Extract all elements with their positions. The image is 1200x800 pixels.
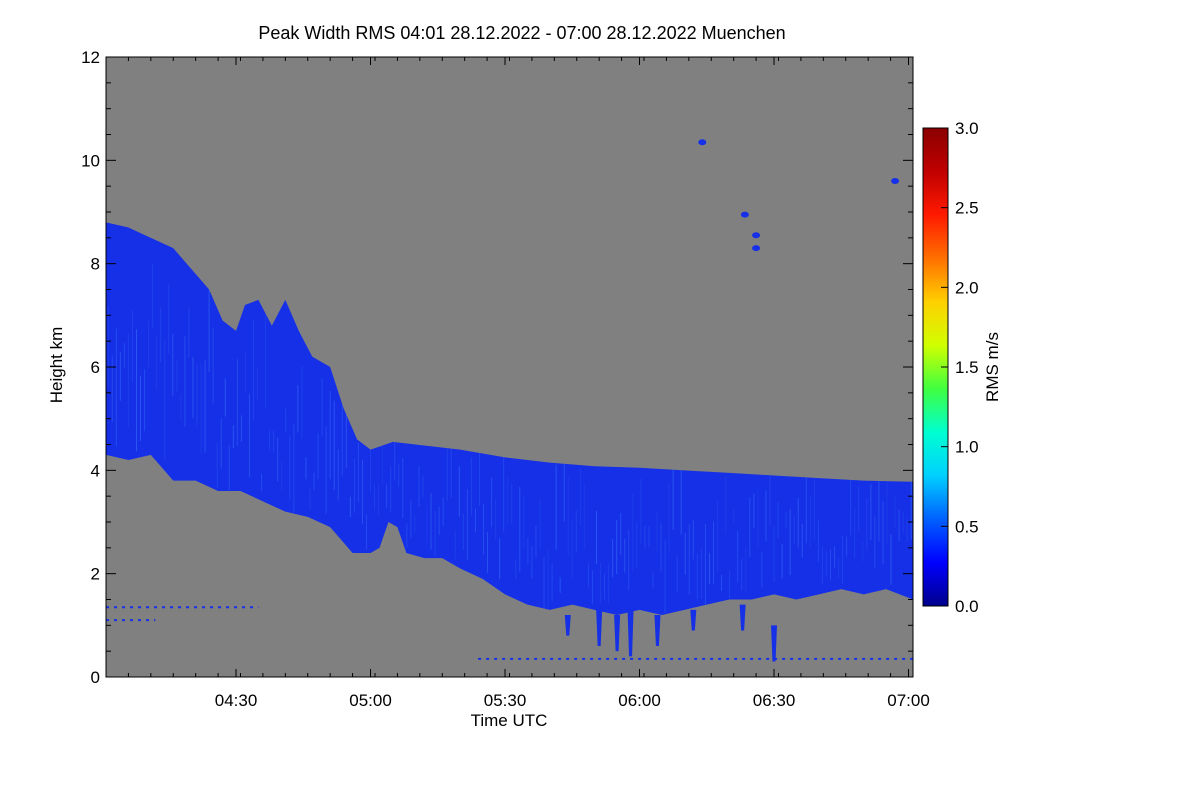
fall-streak (771, 625, 778, 662)
colorbar-tick-label: 1.0 (955, 438, 979, 457)
y-tick-label: 10 (81, 151, 100, 170)
x-axis: 04:30 05:00 05:30 06:00 06:30 07:00 (105, 57, 930, 710)
y-axis-label: Height km (47, 327, 66, 404)
isolated-echo (891, 178, 900, 184)
x-tick-label: 04:30 (215, 691, 258, 710)
y-tick-label: 2 (91, 565, 100, 584)
x-tick-label: 05:00 (349, 691, 392, 710)
main-signal-layer (106, 222, 913, 616)
y-tick-label: 12 (81, 48, 100, 67)
fall-streak (596, 609, 603, 646)
y-tick-label: 4 (91, 461, 100, 480)
isolated-echo (740, 211, 749, 218)
y-axis: 0 2 4 6 8 10 12 (81, 48, 913, 687)
colorbar-tick-label: 2.0 (955, 278, 979, 297)
colorbar-axis: 0.0 0.5 1.0 1.5 2.0 2.5 3.0 (941, 119, 979, 616)
isolated-echo (698, 139, 707, 146)
chart-title: Peak Width RMS 04:01 28.12.2022 - 07:00 … (258, 23, 785, 43)
x-tick-label: 07:00 (887, 691, 930, 710)
fall-streak (654, 615, 661, 646)
isolated-echo (752, 232, 761, 239)
x-tick-label: 06:30 (753, 691, 796, 710)
fall-streak (739, 604, 746, 631)
y-tick-label: 8 (91, 255, 100, 274)
colorbar-label: RMS m/s (983, 332, 1002, 402)
signal-layer (106, 139, 913, 662)
x-axis-label: Time UTC (471, 711, 548, 730)
fall-streak (627, 609, 634, 657)
fall-streak (614, 615, 621, 652)
fall-streak (564, 615, 571, 636)
fall-streak (690, 609, 697, 631)
isolated-echo (752, 245, 761, 252)
colorbar-tick-label: 1.5 (955, 358, 979, 377)
y-tick-label: 6 (91, 358, 100, 377)
colorbar-tick-label: 2.5 (955, 199, 979, 218)
x-tick-label: 06:00 (618, 691, 661, 710)
y-tick-label: 0 (91, 668, 100, 687)
colorbar-tick-label: 0.5 (955, 517, 979, 536)
x-tick-label: 05:30 (484, 691, 527, 710)
colorbar-tick-label: 0.0 (955, 597, 979, 616)
colorbar-tick-label: 3.0 (955, 119, 979, 138)
signal-texture (107, 263, 912, 613)
